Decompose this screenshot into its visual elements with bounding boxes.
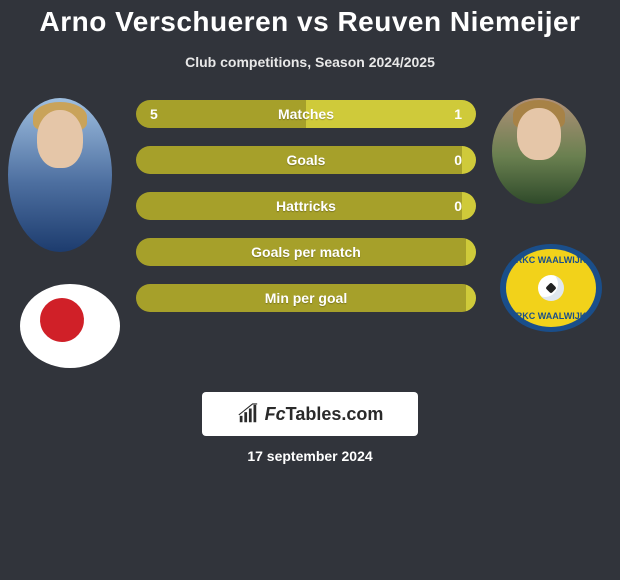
stat-value-right: 0	[454, 192, 462, 220]
page-title: Arno Verschueren vs Reuven Niemeijer	[0, 0, 620, 38]
stat-value-right: 0	[454, 146, 462, 174]
stat-row: Matches5 1	[136, 100, 476, 128]
stat-label: Goals per match	[136, 238, 476, 266]
club-right-text-top: RKC WAALWIJK	[506, 255, 596, 265]
comparison-bars: Matches51Goals0Hattricks0Goals per match…	[136, 100, 476, 330]
brand-text: FcTables.com	[265, 404, 384, 425]
club-right-text-bottom: RKC WAALWIJK	[506, 311, 596, 321]
player-right-avatar	[492, 98, 586, 204]
brand-badge: FcTables.com	[202, 392, 418, 436]
comparison-content: RKC WAALWIJK RKC WAALWIJK Matches51Goals…	[0, 104, 620, 384]
stat-row: Goals0	[136, 146, 476, 174]
club-left-badge	[20, 284, 120, 368]
date-label: 17 september 2024	[0, 448, 620, 464]
stat-value-right: 1	[454, 100, 462, 128]
chart-icon	[237, 403, 259, 425]
stat-label: Min per goal	[136, 284, 476, 312]
player-left-avatar	[8, 98, 112, 252]
stat-value-left: 5	[150, 100, 158, 128]
stat-label: Matches	[136, 100, 476, 128]
club-right-badge: RKC WAALWIJK RKC WAALWIJK	[500, 244, 602, 332]
stat-label: Goals	[136, 146, 476, 174]
subtitle: Club competitions, Season 2024/2025	[0, 54, 620, 70]
stat-row: Min per goal	[136, 284, 476, 312]
stat-label: Hattricks	[136, 192, 476, 220]
stat-row: Goals per match	[136, 238, 476, 266]
stat-row: Hattricks0	[136, 192, 476, 220]
